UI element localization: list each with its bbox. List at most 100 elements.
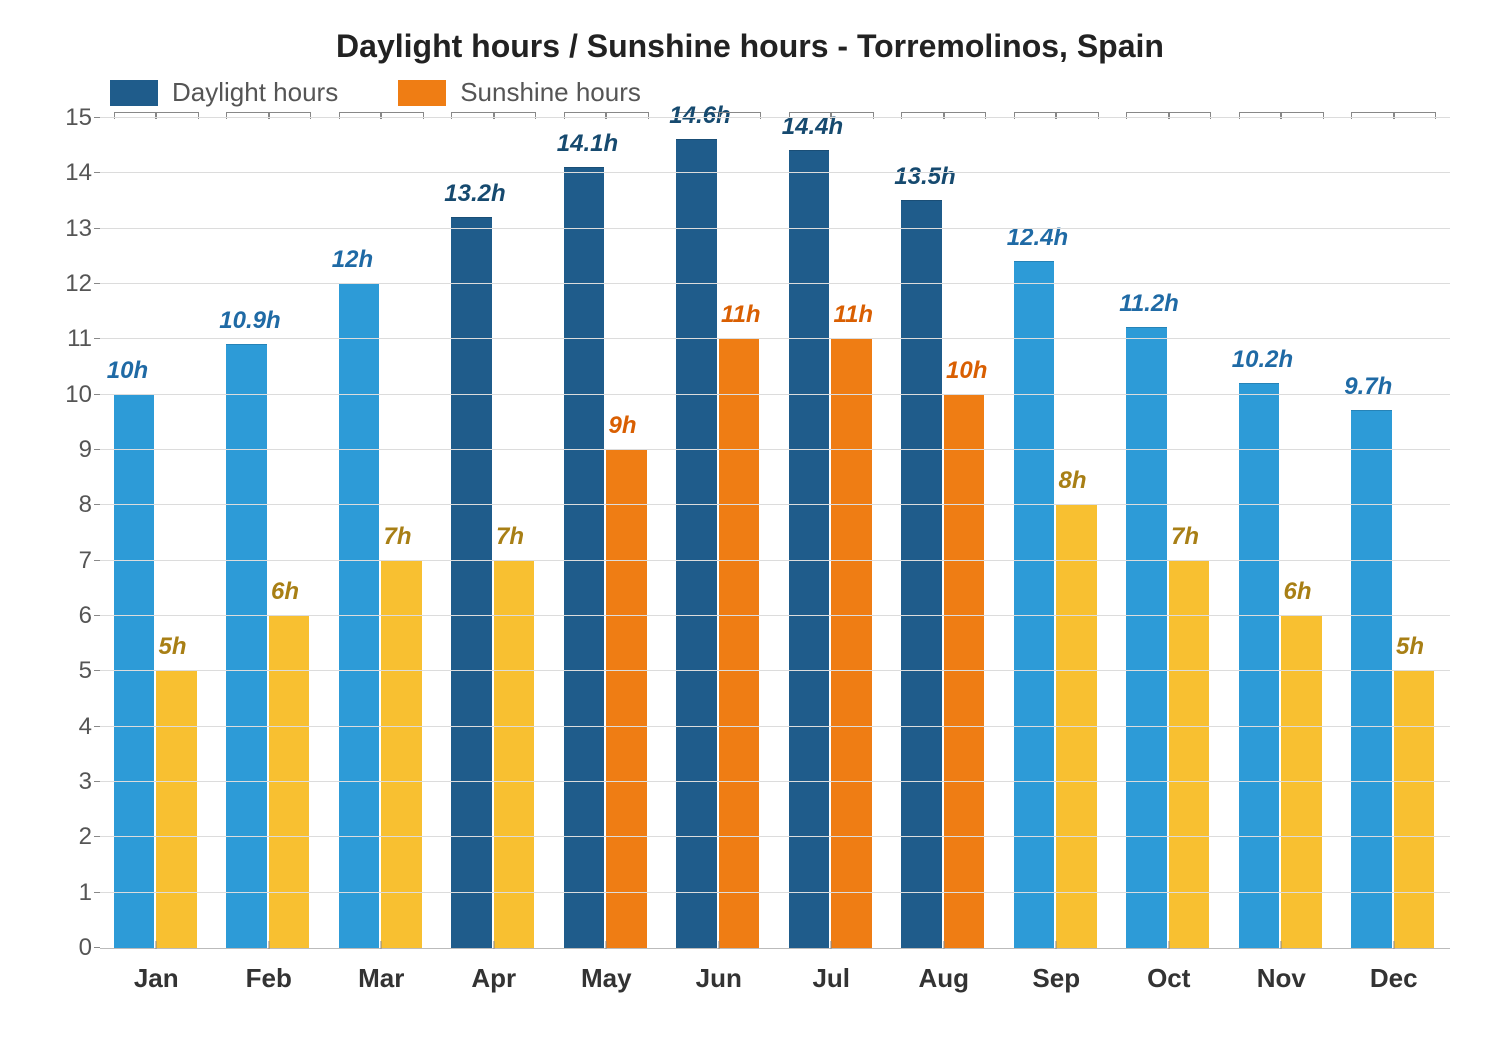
grid-line	[100, 670, 1450, 671]
bar-daylight	[1351, 410, 1392, 948]
legend-swatch-daylight	[110, 80, 158, 106]
y-tick	[94, 892, 100, 893]
value-label-sunshine: 6h	[1284, 578, 1312, 606]
month-slot: 14.4h11h	[775, 118, 888, 948]
legend-item-sunshine: Sunshine hours	[398, 77, 641, 108]
grid-line	[100, 228, 1450, 229]
grid-line	[100, 449, 1450, 450]
grid-line	[100, 338, 1450, 339]
legend: Daylight hours Sunshine hours	[110, 77, 1470, 108]
value-label-daylight: 10.9h	[219, 307, 280, 335]
legend-item-daylight: Daylight hours	[110, 77, 338, 108]
month-slot: 14.1h 9h	[550, 118, 663, 948]
value-label-daylight: 11.2h	[1119, 290, 1179, 318]
month-slot: 13.5h 10h	[888, 118, 1001, 948]
value-label-daylight: 9.7h	[1344, 373, 1392, 401]
value-label-daylight: 14.1h	[557, 130, 618, 158]
x-axis-label: Nov	[1225, 949, 1338, 994]
month-slot: 14.6h11h	[663, 118, 776, 948]
grid-line	[100, 560, 1450, 561]
y-tick	[94, 560, 100, 561]
y-axis-label: 5	[50, 657, 92, 685]
x-tick	[1393, 941, 1394, 949]
y-tick	[94, 394, 100, 395]
y-axis-label: 13	[50, 215, 92, 243]
y-axis-label: 1	[50, 879, 92, 907]
value-label-daylight: 13.2h	[444, 180, 505, 208]
bar-sunshine	[719, 338, 760, 948]
y-axis-label: 4	[50, 713, 92, 741]
value-label-daylight: 13.5h	[894, 163, 955, 191]
x-tick	[493, 941, 494, 949]
y-tick	[94, 670, 100, 671]
x-axis: JanFebMarAprMayJunJulAugSepOctNovDec	[100, 949, 1450, 994]
value-label-daylight: 12h	[332, 246, 373, 274]
x-axis-label: Jan	[100, 949, 213, 994]
bar-daylight	[676, 139, 717, 948]
y-tick	[94, 228, 100, 229]
value-label-sunshine: 10h	[946, 357, 987, 385]
bar-sunshine	[381, 560, 422, 948]
x-tick	[268, 941, 269, 949]
y-axis-label: 10	[50, 381, 92, 409]
x-axis-label: Oct	[1113, 949, 1226, 994]
x-axis-label: Dec	[1338, 949, 1451, 994]
bar-daylight	[226, 344, 267, 948]
x-tick	[606, 941, 607, 949]
legend-label-daylight: Daylight hours	[172, 77, 338, 108]
grid-line	[100, 781, 1450, 782]
grid-line	[100, 394, 1450, 395]
y-axis-label: 11	[50, 325, 92, 353]
y-axis-label: 15	[50, 104, 92, 132]
legend-label-sunshine: Sunshine hours	[460, 77, 641, 108]
month-slot: 10.2h6h	[1225, 118, 1338, 948]
value-label-sunshine: 8h	[1059, 467, 1087, 495]
chart-title: Daylight hours / Sunshine hours - Torrem…	[30, 28, 1470, 65]
value-label-sunshine: 5h	[1396, 633, 1424, 661]
month-slot: 12.4h8h	[1000, 118, 1113, 948]
month-slot: 9.7h 5h	[1338, 118, 1451, 948]
grid-line	[100, 172, 1450, 173]
value-label-daylight: 10h	[107, 357, 148, 385]
x-tick	[1281, 941, 1282, 949]
y-tick	[94, 726, 100, 727]
grid-line	[100, 836, 1450, 837]
grid-line	[100, 726, 1450, 727]
grid-line	[100, 892, 1450, 893]
bars-row: 10h5h10.9h6h12h7h13.2h7h14.1h9h14.6h11h1…	[100, 118, 1450, 948]
bar-daylight	[789, 150, 830, 948]
value-label-sunshine: 9h	[609, 412, 637, 440]
y-tick	[94, 781, 100, 782]
y-tick	[94, 836, 100, 837]
month-slot: 13.2h 7h	[438, 118, 551, 948]
month-slot: 10h 5h	[100, 118, 213, 948]
x-tick	[718, 941, 719, 949]
grid-line	[100, 283, 1450, 284]
y-tick	[94, 947, 100, 948]
y-tick	[94, 283, 100, 284]
x-axis-label: Jul	[775, 949, 888, 994]
y-axis-label: 3	[50, 768, 92, 796]
value-label-sunshine: 5h	[159, 633, 187, 661]
bar-sunshine	[494, 560, 535, 948]
y-tick	[94, 172, 100, 173]
y-axis-label: 14	[50, 159, 92, 187]
y-axis-label: 0	[50, 934, 92, 962]
y-tick	[94, 117, 100, 118]
bar-sunshine	[1394, 670, 1435, 948]
y-axis-label: 2	[50, 823, 92, 851]
value-label-sunshine: 7h	[496, 523, 524, 551]
grid-line	[100, 615, 1450, 616]
value-label-sunshine: 7h	[384, 523, 412, 551]
bar-daylight	[1239, 383, 1280, 948]
bar-sunshine	[1169, 560, 1210, 948]
y-tick	[94, 504, 100, 505]
x-axis-label: Sep	[1000, 949, 1113, 994]
grid-line	[100, 504, 1450, 505]
x-axis-label: Feb	[213, 949, 326, 994]
bar-sunshine	[156, 670, 197, 948]
x-tick	[381, 941, 382, 949]
x-axis-label: Aug	[888, 949, 1001, 994]
y-axis-label: 8	[50, 491, 92, 519]
bar-sunshine	[606, 449, 647, 948]
